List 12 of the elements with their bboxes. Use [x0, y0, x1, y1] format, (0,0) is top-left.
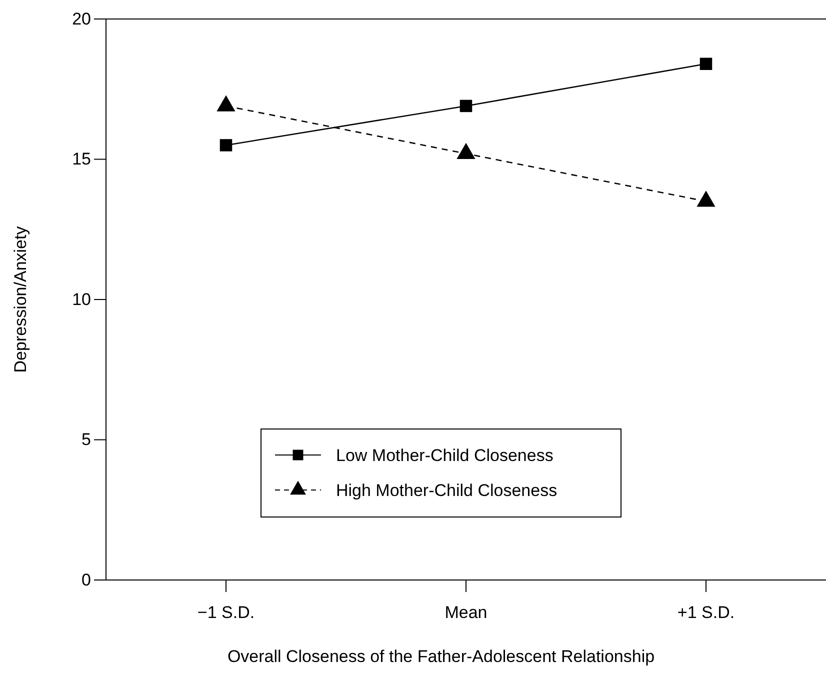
x-tick-label: Mean	[444, 603, 488, 622]
legend-label: Low Mother-Child Closeness	[336, 446, 554, 465]
x-tick-label: +1 S.D.	[677, 603, 735, 622]
y-axis-title: Depression/Anxiety	[11, 226, 30, 373]
y-tick-label: 5	[82, 430, 91, 450]
x-axis-title: Overall Closeness of the Father-Adolescent Relationship	[227, 647, 655, 666]
y-tick-label: 0	[82, 570, 91, 590]
y-tick-label: 10	[72, 290, 91, 309]
y-tick-label: 20	[72, 9, 91, 28]
legend-label: High Mother-Child Closeness	[336, 481, 558, 500]
x-tick-label: −1 S.D.	[197, 603, 255, 622]
y-tick-label: 15	[72, 150, 91, 169]
